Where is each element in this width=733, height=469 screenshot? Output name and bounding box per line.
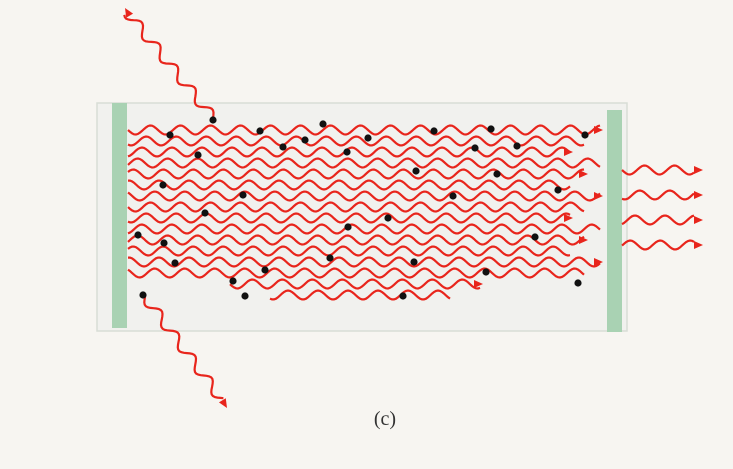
atom: [471, 144, 479, 152]
atom: [344, 223, 352, 231]
spontaneous-photon: [123, 14, 215, 119]
light-wave: [127, 135, 585, 147]
atom: [209, 116, 217, 124]
atom: [326, 254, 334, 262]
atom: [430, 127, 438, 135]
light-wave: [127, 168, 585, 180]
atom: [166, 131, 174, 139]
atom: [343, 148, 351, 156]
atom: [487, 125, 495, 133]
left-mirror: [112, 103, 127, 328]
atom: [412, 167, 420, 175]
arrowhead: [564, 214, 573, 222]
arrowhead: [125, 8, 134, 18]
atom: [239, 191, 247, 199]
atom: [201, 209, 209, 217]
atom: [399, 292, 407, 300]
light-waves: [123, 8, 703, 408]
atom: [384, 214, 392, 222]
atom: [301, 136, 309, 144]
light-wave: [127, 212, 571, 224]
atom: [493, 170, 501, 178]
output-beam: [621, 189, 695, 201]
atom: [410, 258, 418, 266]
atom: [256, 127, 264, 135]
light-wave: [127, 201, 585, 213]
atoms: [134, 116, 589, 300]
arrowhead: [594, 192, 603, 200]
arrowhead: [579, 236, 588, 244]
atom: [319, 120, 327, 128]
spontaneous-photon: [143, 296, 224, 400]
arrowhead: [579, 170, 588, 178]
atom: [513, 142, 521, 150]
arrowhead: [694, 216, 703, 224]
atom: [482, 268, 490, 276]
light-wave: [127, 190, 601, 202]
arrowhead: [694, 166, 703, 174]
atom: [279, 143, 287, 151]
atom: [261, 266, 269, 274]
atom: [531, 233, 539, 241]
light-wave: [127, 157, 601, 169]
output-beam: [621, 239, 695, 251]
light-wave: [127, 223, 601, 235]
light-wave: [128, 256, 601, 268]
atom: [449, 192, 457, 200]
atom: [574, 279, 582, 287]
right-mirror: [607, 110, 622, 332]
light-wave: [127, 234, 585, 246]
atom: [241, 292, 249, 300]
arrowhead: [564, 148, 573, 156]
arrowhead: [594, 258, 603, 266]
atom: [581, 131, 589, 139]
arrowhead: [694, 191, 703, 199]
light-wave: [229, 278, 481, 290]
caption: (c): [374, 408, 396, 430]
output-beam: [621, 214, 695, 226]
atom: [171, 259, 179, 267]
atom: [139, 291, 147, 299]
light-wave: [269, 289, 451, 301]
arrowhead: [474, 280, 483, 288]
atom: [194, 151, 202, 159]
atom: [364, 134, 372, 142]
atom: [134, 231, 142, 239]
light-wave: [127, 146, 571, 158]
light-wave: [127, 267, 585, 279]
atom: [229, 277, 237, 285]
output-beam: [621, 164, 695, 176]
arrowhead: [594, 126, 603, 134]
atom: [159, 181, 167, 189]
light-wave: [127, 124, 601, 136]
arrowhead: [694, 241, 703, 249]
light-wave: [127, 245, 571, 257]
atom: [160, 239, 168, 247]
atom: [554, 186, 562, 194]
light-wave: [128, 179, 571, 191]
arrowhead: [218, 398, 227, 408]
